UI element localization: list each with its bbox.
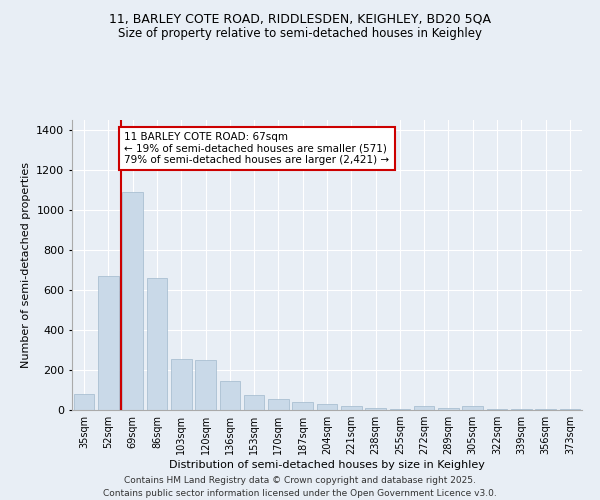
Bar — [171, 359, 191, 410]
Bar — [220, 381, 240, 410]
Bar — [414, 406, 434, 410]
Bar — [122, 192, 143, 410]
Bar — [74, 394, 94, 410]
Text: 11, BARLEY COTE ROAD, RIDDLESDEN, KEIGHLEY, BD20 5QA: 11, BARLEY COTE ROAD, RIDDLESDEN, KEIGHL… — [109, 12, 491, 26]
Text: Contains HM Land Registry data © Crown copyright and database right 2025.
Contai: Contains HM Land Registry data © Crown c… — [103, 476, 497, 498]
Bar — [463, 406, 483, 410]
Bar — [98, 276, 119, 410]
Bar — [341, 406, 362, 410]
Bar — [292, 402, 313, 410]
Bar — [195, 360, 216, 410]
Bar — [317, 404, 337, 410]
Bar — [268, 399, 289, 410]
Bar — [146, 278, 167, 410]
Bar — [438, 408, 459, 410]
Bar — [244, 395, 265, 410]
Text: 11 BARLEY COTE ROAD: 67sqm
← 19% of semi-detached houses are smaller (571)
79% o: 11 BARLEY COTE ROAD: 67sqm ← 19% of semi… — [124, 132, 389, 165]
Text: Size of property relative to semi-detached houses in Keighley: Size of property relative to semi-detach… — [118, 28, 482, 40]
Bar — [365, 408, 386, 410]
X-axis label: Distribution of semi-detached houses by size in Keighley: Distribution of semi-detached houses by … — [169, 460, 485, 470]
Bar — [389, 409, 410, 410]
Y-axis label: Number of semi-detached properties: Number of semi-detached properties — [20, 162, 31, 368]
